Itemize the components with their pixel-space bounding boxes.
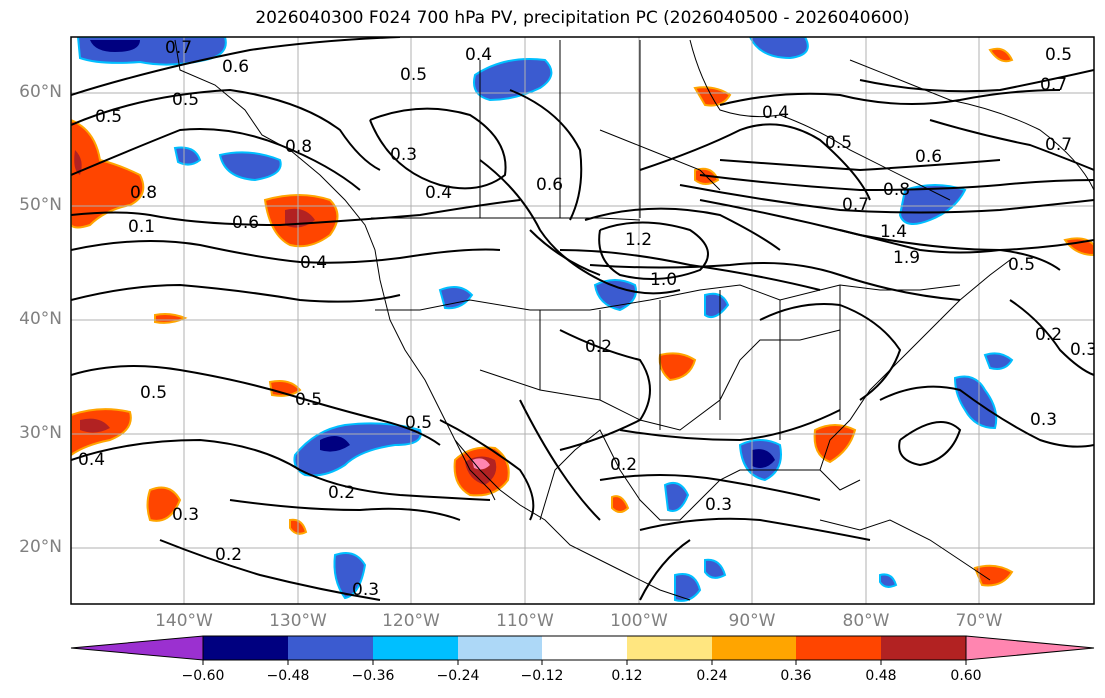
colorbar-tick-label: −0.48: [266, 668, 310, 684]
contour-label: 1.0: [650, 270, 677, 290]
contour-label: 0.3: [1070, 340, 1097, 360]
contour-label: 0.6: [232, 213, 259, 233]
map-title: 2026040300 F024 700 hPa PV, precipitatio…: [255, 8, 910, 28]
contour-label: 0.2: [215, 545, 242, 565]
contour-label: 1.4: [880, 222, 907, 242]
colorbar-tick-label: −0.24: [436, 668, 480, 684]
lon-label: 90°W: [728, 611, 776, 631]
lon-label: 110°W: [496, 611, 554, 631]
lat-label: 30°N: [19, 423, 62, 443]
contour-label: 0.8: [285, 137, 312, 157]
colorbar-extend-high: [965, 635, 1095, 661]
colorbar-swatch: [542, 636, 627, 660]
colorbar-tick-label: 0.36: [780, 668, 812, 684]
contour-label: 0.7: [165, 38, 192, 58]
lon-label: 80°W: [842, 611, 890, 631]
colorbar-swatch: [627, 636, 712, 660]
lat-label: 20°N: [19, 537, 62, 557]
contour-label: 0.5: [1045, 45, 1072, 65]
lon-label: 100°W: [610, 611, 668, 631]
contour-label: 0.7: [1045, 135, 1072, 155]
contour-label: 1.2: [625, 230, 652, 250]
contour-label: 0.3: [705, 495, 732, 515]
contour-label: 0.4: [465, 45, 492, 65]
colorbar-swatch: [373, 636, 458, 660]
contour-label: 0.5: [1008, 255, 1035, 275]
contour-label: 0.5: [172, 90, 199, 110]
contour-label: 0.5: [400, 65, 427, 85]
coastlines: [174, 39, 1094, 601]
map-frame: [70, 36, 1095, 605]
contour-label: 0.4: [78, 450, 105, 470]
colorbar-swatch: [458, 636, 542, 660]
lat-label: 40°N: [19, 309, 62, 329]
lon-label: 140°W: [155, 611, 213, 631]
colorbar-extend-low: [70, 635, 204, 661]
contour-label: 0.4: [762, 103, 789, 123]
lat-label: 50°N: [19, 195, 62, 215]
contour-label: 0.5: [295, 390, 322, 410]
contour-label: 0.2: [610, 455, 637, 475]
colorbar-tick-label: 0.48: [865, 668, 897, 684]
contour-label: 1.9: [893, 248, 920, 268]
contour-label: 0.5: [95, 107, 122, 127]
colorbar-swatch: [712, 636, 796, 660]
colorbar-tick-label: −0.36: [351, 668, 395, 684]
contour-label: 0.4: [300, 253, 327, 273]
contour-label: 0.1: [128, 217, 155, 237]
pv-contours: [71, 37, 1094, 601]
contour-label: 0.8: [130, 183, 157, 203]
lon-label: 120°W: [382, 611, 440, 631]
contour-label: 0.6: [222, 57, 249, 77]
lat-label: 60°N: [19, 82, 62, 102]
colorbar-frame: [202, 635, 967, 661]
contour-label: 0.6: [536, 175, 563, 195]
lon-label: 70°W: [955, 611, 1003, 631]
colorbar-swatch: [288, 636, 373, 660]
contour-label: 0.2: [585, 337, 612, 357]
contour-label: 0.7: [1040, 75, 1067, 95]
contour-label: 0.7: [842, 195, 869, 215]
contour-label: 0.4: [425, 183, 452, 203]
colorbar-tick-label: 0.24: [696, 668, 728, 684]
colorbar-tick-label: 0.12: [611, 668, 643, 684]
contour-label: 0.3: [172, 505, 199, 525]
contour-label: 0.3: [390, 145, 417, 165]
colorbar-swatch: [881, 636, 966, 660]
colorbar-tick-label: 0.60: [950, 668, 982, 684]
colorbar-swatch: [796, 636, 881, 660]
contour-label: 0.2: [1035, 325, 1062, 345]
colorbar: [70, 635, 1095, 665]
contour-label: 0.6: [915, 147, 942, 167]
contour-label: 0.2: [328, 483, 355, 503]
contour-label: 0.3: [352, 580, 379, 600]
colorbar-tick-label: −0.12: [520, 668, 564, 684]
contour-label: 0.5: [825, 133, 852, 153]
colorbar-tick-label: −0.60: [181, 668, 225, 684]
contour-labels: 0.7 0.6 0.5 0.4 0.5 0.8 0.5 0.7 0.8 0.3 …: [78, 38, 1097, 600]
contour-label: 0.5: [140, 383, 167, 403]
contour-label: 0.3: [1030, 410, 1057, 430]
colorbar-swatch: [203, 636, 288, 660]
contour-label: 0.8: [883, 180, 910, 200]
lon-label: 130°W: [269, 611, 327, 631]
contour-label: 0.5: [405, 413, 432, 433]
